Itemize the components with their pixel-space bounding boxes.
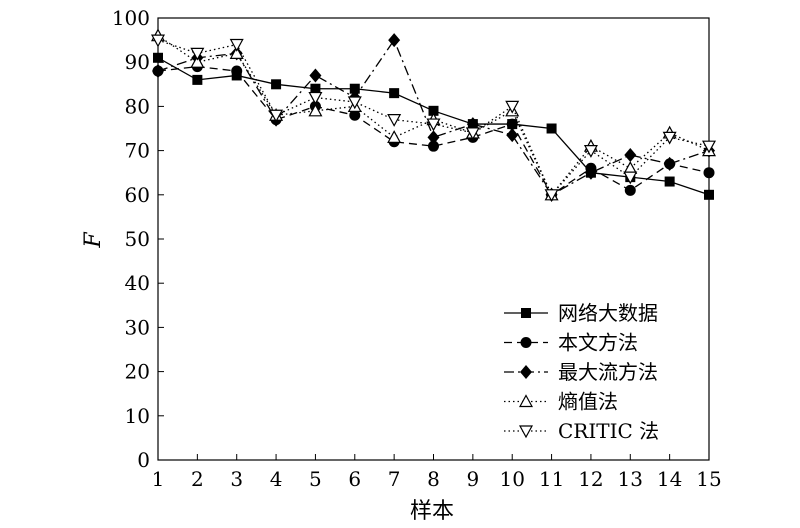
marker-diamond [388, 33, 401, 48]
series-5 [150, 34, 717, 203]
marker-square [664, 176, 675, 187]
y-tick-label: 40 [125, 271, 150, 295]
marker-square [389, 88, 400, 99]
y-tick-label: 60 [125, 183, 150, 207]
marker-triangle-down [229, 38, 244, 52]
marker-triangle-up [518, 394, 534, 408]
marker-square [546, 123, 557, 134]
y-tick-label: 90 [125, 50, 150, 74]
series-line [157, 38, 710, 196]
marker-circle [703, 167, 715, 179]
legend-label: 本文方法 [558, 331, 638, 355]
marker-diamond [309, 68, 322, 83]
marker-triangle-down [308, 91, 323, 105]
marker-circle [349, 109, 361, 121]
legend-item: 熵值法 [504, 390, 618, 414]
marker-circle [624, 184, 636, 196]
legend-item: 网络大数据 [504, 301, 658, 325]
legend-label: 网络大数据 [558, 301, 658, 325]
marker-triangle-down [583, 145, 598, 158]
x-tick-label: 9 [466, 467, 479, 491]
x-tick-label: 7 [388, 467, 401, 491]
marker-triangle-down [190, 47, 205, 61]
marker-triangle-down [426, 118, 441, 132]
x-tick-label: 12 [578, 467, 603, 491]
marker-triangle-down [269, 109, 284, 123]
legend-label: 最大流方法 [558, 360, 658, 384]
marker-square [704, 189, 714, 200]
y-tick-label: 10 [125, 404, 150, 428]
series-line [157, 65, 710, 196]
marker-circle [231, 65, 243, 77]
x-tick-label: 13 [618, 467, 643, 491]
y-tick-label: 70 [125, 139, 150, 163]
y-tick-label: 0 [137, 448, 150, 472]
marker-triangle-down [623, 171, 638, 185]
marker-square [428, 105, 439, 116]
x-tick-label: 6 [348, 467, 361, 491]
series-group [150, 28, 717, 203]
legend-item: 本文方法 [504, 331, 638, 355]
x-tick-label: 1 [152, 467, 165, 491]
x-tick-label: 10 [499, 467, 524, 491]
marker-diamond [427, 130, 440, 145]
marker-square [192, 74, 203, 85]
marker-circle [520, 337, 532, 348]
x-tick-label: 14 [657, 467, 682, 491]
plot-area [157, 17, 710, 461]
marker-triangle-down [701, 140, 717, 154]
marker-circle [506, 118, 518, 130]
marker-diamond [584, 165, 597, 180]
x-tick-label: 3 [230, 467, 243, 491]
marker-square [153, 52, 163, 63]
legend-item: CRITIC 法 [504, 419, 659, 443]
marker-square [310, 83, 321, 94]
marker-diamond [506, 128, 519, 143]
marker-diamond [663, 156, 676, 171]
marker-triangle-up [308, 103, 323, 117]
x-tick-label: 8 [427, 467, 440, 491]
x-tick-label: 4 [270, 467, 283, 491]
x-axis: 1 2 3 4 5 6 7 8 9 10 11 12 13 14 15 [152, 454, 722, 491]
x-tick-label: 11 [539, 467, 564, 491]
marker-triangle-up [229, 46, 244, 59]
x-axis-label: 样本 [410, 499, 454, 524]
y-tick-label: 20 [125, 360, 150, 384]
marker-diamond [152, 64, 164, 79]
marker-triangle-down [544, 189, 559, 203]
marker-triangle-down [662, 131, 677, 145]
plot-frame [157, 17, 710, 461]
marker-square [521, 308, 531, 318]
y-tick-label: 50 [125, 227, 150, 251]
marker-diamond [624, 148, 637, 163]
marker-circle [428, 140, 439, 152]
series-line [157, 39, 710, 196]
marker-triangle-up [190, 54, 205, 68]
x-tick-label: 5 [309, 467, 322, 491]
y-tick-label: 100 [112, 6, 150, 30]
legend-item: 最大流方法 [504, 360, 658, 384]
legend-label: 熵值法 [558, 390, 618, 414]
marker-square [271, 79, 282, 90]
y-axis: 0 10 20 30 40 50 60 70 80 90 100 [112, 6, 164, 472]
x-tick-label: 2 [191, 467, 204, 491]
marker-triangle-down [387, 114, 402, 127]
x-tick-label: 15 [696, 467, 721, 491]
marker-diamond [520, 365, 532, 379]
marker-triangle-down [465, 127, 480, 141]
y-tick-label: 30 [125, 315, 150, 339]
marker-triangle-down [505, 100, 520, 114]
marker-triangle-down [518, 425, 534, 439]
y-axis-label: F [81, 232, 106, 249]
marker-triangle-down [150, 34, 166, 48]
marker-triangle-down [347, 96, 362, 110]
legend-label: CRITIC 法 [558, 419, 659, 443]
marker-triangle-up [387, 130, 402, 143]
marker-square [349, 83, 360, 94]
y-tick-label: 80 [125, 94, 150, 118]
